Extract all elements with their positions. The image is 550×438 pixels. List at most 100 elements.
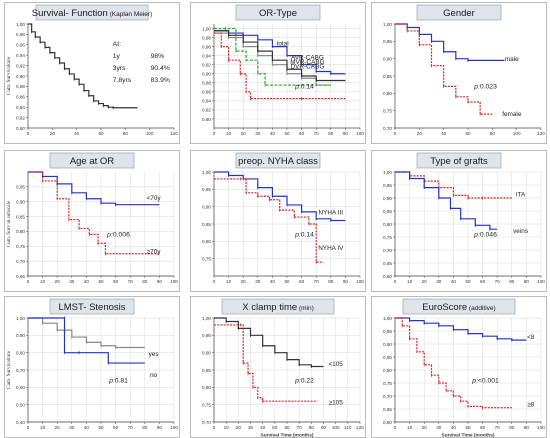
x-tick-label: 20 <box>422 279 428 284</box>
x-tick-label: 20 <box>241 279 247 284</box>
p-value-prefix: p: <box>473 231 480 238</box>
x-tick-label: 70 <box>297 425 303 430</box>
y-tick-label: 0,95 <box>383 39 392 44</box>
chart-lmst-stenosis: LMST- Stenosis 0,40 0,50 0,60 0,70 0,80 0,90 1,… <box>4 296 180 438</box>
panel-frame <box>371 2 547 144</box>
chart-title-box <box>416 152 502 169</box>
y-tick-label: 0,88 <box>16 84 25 89</box>
curve-label: veins <box>513 228 528 235</box>
x-tick-label: 20 <box>241 131 247 136</box>
y-tick-label: 0,40 <box>16 420 25 425</box>
x-axis-label: Survival Time (months) <box>261 433 314 438</box>
curve-label: ≥8 <box>527 401 535 408</box>
chart-panel-x-clamp-time: X clamp time (min) 0,70 0,75 0,80 0,85 0,90 0,… <box>190 296 366 438</box>
km-curve-series-1 <box>214 178 324 263</box>
y-tick-label: 0,94 <box>16 53 25 58</box>
panel-frame <box>371 296 547 438</box>
y-tick-label: 0,98 <box>202 35 211 40</box>
y-tick-label: 0,80 <box>16 229 25 234</box>
y-tick-label: 0,85 <box>202 222 211 227</box>
y-tick-label: 0,96 <box>202 44 211 49</box>
p-value-prefix: p: <box>294 377 301 384</box>
p-value-label: p:0.81 <box>108 377 128 384</box>
x-tick-label: 10 <box>407 425 413 430</box>
panel-frame <box>4 2 180 144</box>
chart-panel-survival-function: Survival- Function (Kaplan Meier) 0,80 0,8… <box>4 2 180 144</box>
x-tick-label: 40 <box>451 425 457 430</box>
survival-stat-value: 98% <box>151 53 165 60</box>
y-tick-label: 0,80 <box>16 126 25 131</box>
x-tick-label: 50 <box>284 131 290 136</box>
chart-title: Type of grafts <box>430 156 488 167</box>
x-tick-label: 20 <box>422 425 428 430</box>
y-tick-label: 0,75 <box>16 244 25 249</box>
x-tick-label: 100 <box>170 279 178 284</box>
p-value-label: p:0.006 <box>106 231 130 238</box>
curve-label: AVR-CABG <box>291 54 324 61</box>
km-curve-series-1 <box>395 317 512 409</box>
x-tick-label: 40 <box>84 279 90 284</box>
y-tick-label: 0,60 <box>383 420 392 425</box>
chart-title-suffix: (additive) <box>467 305 496 312</box>
panel-frame <box>190 2 366 144</box>
panel-frame <box>4 150 180 292</box>
y-tick-label: 0,60 <box>383 274 392 279</box>
p-value-prefix: p: <box>473 83 480 90</box>
y-tick-label: 0,90 <box>383 56 392 61</box>
y-tick-label: 1,00 <box>383 316 392 321</box>
x-tick-label: 40 <box>74 131 80 136</box>
chart-title-box <box>235 4 321 21</box>
y-tick-label: 0,50 <box>16 402 25 407</box>
p-value: 0.81 <box>115 377 128 384</box>
x-tick-label: 100 <box>332 425 340 430</box>
y-tick-label: 0,90 <box>383 196 392 201</box>
y-tick-label: 0,90 <box>16 333 25 338</box>
survival-stat-label: 1y <box>113 53 121 60</box>
chart-title-box <box>235 152 321 169</box>
x-tick-label: 100 <box>537 279 545 284</box>
chart-title-text: Age at OR <box>70 156 114 167</box>
chart-euroscore: EuroScore (additive) 0,60 0,65 0,70 0,75 0,80… <box>371 296 547 438</box>
y-tick-label: 0,70 <box>202 420 211 425</box>
y-tick-label: 1,00 <box>202 170 211 175</box>
x-tick-label: 120 <box>537 131 545 136</box>
p-value: 0.14 <box>301 83 314 90</box>
x-tick-label: 20 <box>50 131 56 136</box>
chart-panel-nyha-class: preop. NYHA class 0,75 0,80 0,85 0,90 0,95 1,0… <box>190 150 366 292</box>
km-curve-series-0 <box>214 317 324 368</box>
p-value-prefix: p: <box>108 377 115 384</box>
x-tick-label: 0 <box>27 279 30 284</box>
x-tick-label: 10 <box>40 279 46 284</box>
chart-title: Age at OR <box>70 156 114 167</box>
chart-panel-type-of-grafts: Type of grafts 0,60 0,65 0,70 0,75 0,80 0,85 0,… <box>371 150 547 292</box>
chart-title-text: Type of grafts <box>430 156 488 167</box>
x-tick-label: 70 <box>314 279 320 284</box>
panel-frame <box>4 296 180 438</box>
x-tick-label: 40 <box>441 131 447 136</box>
p-value-prefix: p: <box>106 231 113 238</box>
chart-title-box <box>221 298 335 315</box>
x-tick-label: 30 <box>436 425 442 430</box>
x-tick-label: 50 <box>98 279 104 284</box>
p-value-label: p:0.14 <box>294 231 314 238</box>
chart-title-text: EuroScore <box>422 302 467 313</box>
curve-label: male <box>505 56 519 63</box>
y-tick-label: 0,80 <box>383 368 392 373</box>
chart-type-of-grafts: Type of grafts 0,60 0,65 0,70 0,75 0,80 0,85 0,… <box>371 150 547 292</box>
chart-panel-age-at-or: Age at OR 0,65 0,70 0,75 0,80 0,85 0,90 0,95 0 10… <box>4 150 180 292</box>
y-tick-label: 1,00 <box>383 170 392 175</box>
chart-panel-euroscore: EuroScore (additive) 0,60 0,65 0,70 0,75 0,80… <box>371 296 547 438</box>
x-tick-label: 120 <box>356 425 364 430</box>
x-tick-label: 70 <box>128 425 134 430</box>
x-tick-label: 30 <box>248 425 254 430</box>
y-tick-label: 0,70 <box>383 248 392 253</box>
panel-frame <box>371 150 547 292</box>
x-tick-label: 80 <box>328 279 334 284</box>
x-tick-label: 60 <box>299 131 305 136</box>
chart-title: X clamp time (min) <box>242 302 314 313</box>
p-value-prefix: p: <box>471 377 478 384</box>
y-tick-label: 0,75 <box>202 256 211 261</box>
y-tick-label: 0,95 <box>383 183 392 188</box>
x-tick-label: 0 <box>27 131 30 136</box>
y-tick-label: 0,60 <box>16 385 25 390</box>
